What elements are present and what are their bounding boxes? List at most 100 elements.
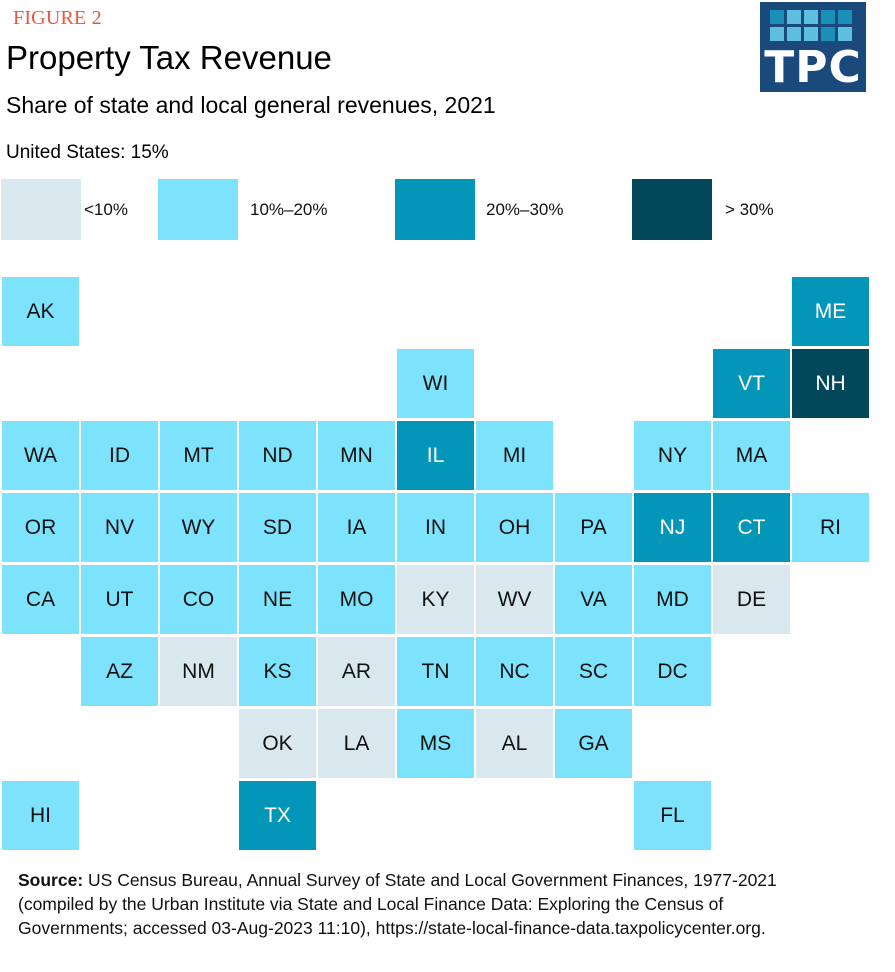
state-label: CT bbox=[737, 515, 766, 539]
state-label: GA bbox=[578, 731, 609, 755]
chart-title: Property Tax Revenue bbox=[6, 39, 332, 76]
state-tile-me: ME bbox=[792, 277, 869, 346]
state-tile-ia: IA bbox=[318, 493, 395, 562]
state-label: AL bbox=[501, 731, 528, 755]
state-tile-nm: NM bbox=[160, 637, 237, 706]
state-tile-ct: CT bbox=[713, 493, 790, 562]
state-tile-ga: GA bbox=[555, 709, 632, 778]
state-tile-va: VA bbox=[555, 565, 632, 634]
logo-square bbox=[770, 27, 784, 41]
state-label: WA bbox=[23, 443, 58, 467]
state-tile-ms: MS bbox=[397, 709, 474, 778]
state-label: MT bbox=[183, 443, 214, 467]
state-tile-la: LA bbox=[318, 709, 395, 778]
state-tile-al: AL bbox=[476, 709, 553, 778]
state-label: MN bbox=[340, 443, 373, 467]
state-label: AR bbox=[341, 659, 372, 683]
state-label: NJ bbox=[659, 515, 686, 539]
state-label: MO bbox=[339, 587, 374, 611]
state-label: IA bbox=[346, 515, 367, 539]
logo-square bbox=[838, 10, 852, 24]
state-tile-ky: KY bbox=[397, 565, 474, 634]
state-label: CO bbox=[182, 587, 215, 611]
state-label: MS bbox=[419, 731, 452, 755]
state-label: KY bbox=[421, 587, 450, 611]
logo-square bbox=[787, 27, 801, 41]
state-tile-ak: AK bbox=[2, 277, 79, 346]
state-label: HI bbox=[30, 803, 51, 827]
state-label: OK bbox=[262, 731, 293, 755]
state-tile-mo: MO bbox=[318, 565, 395, 634]
state-tile-wv: WV bbox=[476, 565, 553, 634]
state-tile-wy: WY bbox=[160, 493, 237, 562]
state-tile-tn: TN bbox=[397, 637, 474, 706]
state-tile-dc: DC bbox=[634, 637, 711, 706]
us-average-note: United States: 15% bbox=[6, 142, 169, 163]
state-tile-sc: SC bbox=[555, 637, 632, 706]
state-label: OR bbox=[24, 515, 57, 539]
state-tile-oh: OH bbox=[476, 493, 553, 562]
state-label: ID bbox=[109, 443, 130, 467]
logo-square bbox=[804, 10, 818, 24]
state-tile-or: OR bbox=[2, 493, 79, 562]
state-label: WY bbox=[181, 515, 216, 539]
legend-label-10to20: 10%–20% bbox=[250, 200, 328, 219]
state-tile-ok: OK bbox=[239, 709, 316, 778]
state-label: TX bbox=[264, 803, 291, 827]
state-tile-nh: NH bbox=[792, 349, 869, 418]
state-tile-de: DE bbox=[713, 565, 790, 634]
state-label: WV bbox=[497, 587, 532, 611]
state-tile-nc: NC bbox=[476, 637, 553, 706]
state-label: WI bbox=[422, 371, 449, 395]
state-tile-in: IN bbox=[397, 493, 474, 562]
state-label: SD bbox=[262, 515, 293, 539]
state-tile-ks: KS bbox=[239, 637, 316, 706]
state-tile-id: ID bbox=[81, 421, 158, 490]
legend-swatch-10to20 bbox=[158, 179, 238, 240]
logo-square bbox=[804, 27, 818, 41]
state-label: DE bbox=[736, 587, 767, 611]
state-label: MA bbox=[735, 443, 768, 467]
state-tile-mt: MT bbox=[160, 421, 237, 490]
state-label: PA bbox=[580, 515, 607, 539]
state-tile-mn: MN bbox=[318, 421, 395, 490]
logo-text: TPC bbox=[764, 42, 862, 93]
state-tile-il: IL bbox=[397, 421, 474, 490]
logo-square bbox=[787, 10, 801, 24]
state-tile-nd: ND bbox=[239, 421, 316, 490]
logo-squares bbox=[770, 10, 852, 41]
state-label: MD bbox=[656, 587, 689, 611]
state-tile-az: AZ bbox=[81, 637, 158, 706]
source-label: Source: bbox=[18, 870, 84, 890]
state-tile-co: CO bbox=[160, 565, 237, 634]
state-tile-pa: PA bbox=[555, 493, 632, 562]
state-tile-sd: SD bbox=[239, 493, 316, 562]
legend-label-gt30: > 30% bbox=[725, 200, 774, 219]
logo-square bbox=[838, 27, 852, 41]
source-text: US Census Bureau, Annual Survey of State… bbox=[18, 870, 777, 938]
state-tile-mi: MI bbox=[476, 421, 553, 490]
figure-label: FIGURE 2 bbox=[13, 7, 102, 29]
legend-swatch-gt30 bbox=[632, 179, 712, 240]
state-label: NV bbox=[104, 515, 135, 539]
state-tile-wi: WI bbox=[397, 349, 474, 418]
state-label: LA bbox=[343, 731, 370, 755]
state-tile-nv: NV bbox=[81, 493, 158, 562]
state-label: AZ bbox=[106, 659, 133, 683]
state-label: CA bbox=[25, 587, 56, 611]
state-label: UT bbox=[105, 587, 134, 611]
state-tile-wa: WA bbox=[2, 421, 79, 490]
chart-subtitle: Share of state and local general revenue… bbox=[6, 92, 496, 118]
state-label: ND bbox=[262, 443, 293, 467]
state-label: NY bbox=[657, 443, 688, 467]
state-label: VT bbox=[738, 371, 765, 395]
state-label: NC bbox=[499, 659, 530, 683]
state-label: TN bbox=[421, 659, 450, 683]
state-label: NE bbox=[262, 587, 293, 611]
state-label: NH bbox=[815, 371, 846, 395]
state-tile-ca: CA bbox=[2, 565, 79, 634]
state-tile-md: MD bbox=[634, 565, 711, 634]
state-label: IL bbox=[426, 443, 445, 467]
state-tile-ut: UT bbox=[81, 565, 158, 634]
